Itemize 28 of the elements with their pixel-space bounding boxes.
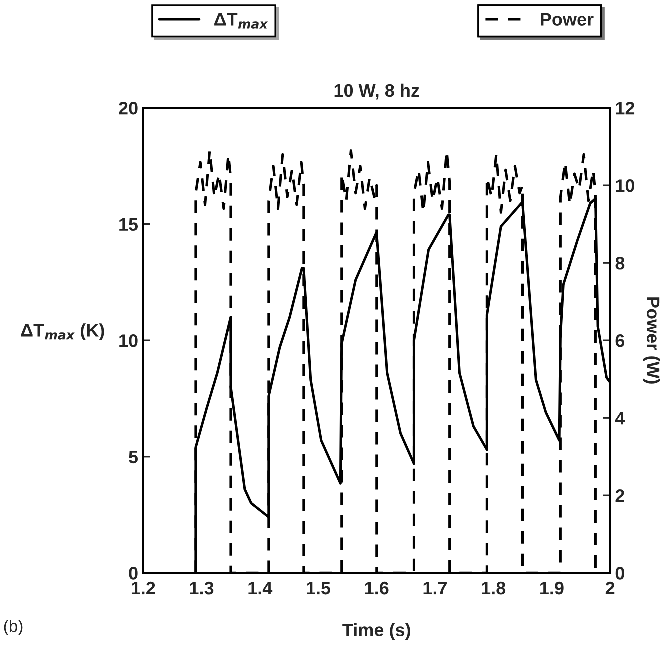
- x-tick-label: 1.5: [307, 582, 331, 595]
- x-tick-label: 1.2: [132, 582, 156, 595]
- x-tick-label: 1.8: [482, 582, 506, 595]
- y2-tick-label: 6: [616, 334, 625, 348]
- text: (b): [4, 620, 23, 636]
- chart-title: 10 W, 8 hz: [334, 84, 420, 100]
- y-tick-label: 10: [120, 334, 138, 348]
- y2-tick-label: 4: [615, 412, 626, 425]
- x-tick-label: 1.3: [190, 582, 214, 595]
- y2-tick-label: 10: [616, 180, 635, 192]
- y2-tick-label: 0: [616, 567, 624, 580]
- x-axis-title: Time (s): [342, 623, 410, 640]
- y-axis-title: ΔT$_{max}$ (K): [21, 324, 104, 340]
- y-tick-label: 15: [120, 218, 138, 232]
- y2-tick-label: 2: [616, 490, 624, 502]
- y-tick-label: 5: [129, 450, 138, 464]
- x-tick-label: 1.9: [540, 582, 564, 595]
- y2-tick-label: 12: [616, 102, 635, 115]
- y2-tick-label: 8: [616, 257, 625, 270]
- legend-label: ΔT$_{max}$: [214, 13, 268, 29]
- x-tick-label: 1.7: [424, 582, 447, 595]
- legend-label: Power: [541, 13, 594, 26]
- y-tick-label: 0: [129, 567, 138, 580]
- y2-axis-title: Power (W): [643, 298, 660, 384]
- x-tick-label: 1.6: [365, 582, 389, 595]
- y-tick-label: 20: [119, 102, 138, 115]
- x-tick-label: 2: [606, 582, 615, 595]
- x-tick-label: 1.4: [248, 582, 273, 595]
